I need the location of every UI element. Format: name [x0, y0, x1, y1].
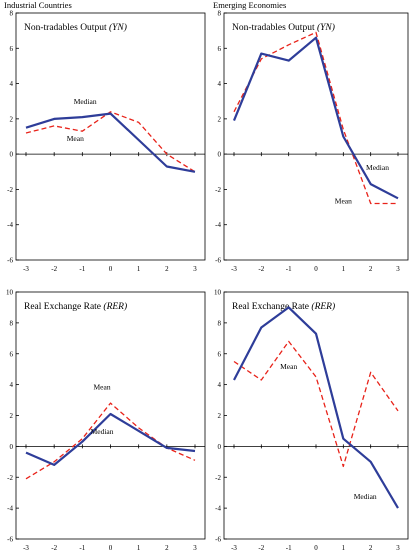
y-tick-label: -6 [7, 257, 13, 265]
y-tick-label: 2 [10, 412, 14, 420]
y-tick-label: 0 [218, 151, 222, 159]
y-tick-label: 0 [218, 443, 222, 451]
annotation-median: Median [91, 427, 114, 436]
y-tick-label: -6 [215, 257, 221, 265]
annotation-median: Median [366, 163, 389, 172]
x-tick-label: 1 [137, 265, 141, 273]
chart-title-symbol: (RER) [311, 301, 335, 312]
chart-title-text: Real Exchange Rate [24, 302, 103, 312]
y-tick-label: 8 [218, 319, 222, 327]
y-tick-label: 4 [218, 80, 222, 88]
series-line-median [25, 112, 196, 173]
y-tick-label: 2 [218, 412, 222, 420]
x-tick-label: -2 [51, 544, 57, 552]
y-tick-label: -4 [215, 505, 221, 513]
series-line-median [25, 412, 196, 466]
x-tick-label: 0 [109, 544, 113, 552]
x-tick-label: -1 [79, 265, 85, 273]
x-tick-label: -1 [286, 265, 292, 273]
chart-title-symbol: (RER) [103, 301, 127, 312]
y-tick-label: 8 [10, 10, 14, 18]
x-tick-label: 1 [342, 544, 346, 552]
x-tick-label: 1 [342, 265, 346, 273]
x-tick-label: -1 [286, 544, 292, 552]
x-tick-label: 0 [314, 544, 318, 552]
x-tick-label: -2 [51, 265, 57, 273]
y-tick-label: 0 [10, 151, 14, 159]
chart-title: Non-tradables Output (YN) [24, 22, 127, 33]
x-tick-label: -2 [258, 265, 264, 273]
x-tick-label: 3 [193, 544, 197, 552]
chart-panel-4: -6 -4 -2 0 2 4 6 8 10 -3 -2 -1 0 1 2 3 Real Exchange Rat… [214, 289, 409, 552]
series-line-mean [233, 340, 399, 468]
y-tick-label: 6 [10, 45, 14, 53]
header-industrial-countries: Industrial Countries [4, 0, 72, 10]
header-emerging-economies: Emerging Economies [213, 0, 287, 10]
plot-frame [223, 291, 409, 540]
chart-panel-1: -6 -4 -2 0 2 4 6 8 -3 -2 -1 0 1 2 3 Non-tradables Outpu… [7, 10, 206, 273]
y-tick-label: 2 [218, 115, 222, 123]
x-tick-label: 2 [369, 265, 373, 273]
annotation-median: Median [354, 492, 377, 501]
y-tick-label: 2 [10, 115, 14, 123]
chart-title-text: Non-tradables Output [232, 23, 317, 33]
y-tick-label: -4 [7, 505, 13, 513]
series-line-median [232, 36, 399, 200]
annotation-mean: Mean [67, 134, 84, 143]
chart-title: Non-tradables Output (YN) [232, 22, 335, 33]
chart-title-symbol: (YN) [109, 22, 127, 33]
y-tick-label: 4 [10, 80, 14, 88]
y-tick-label: -4 [7, 221, 13, 229]
y-tick-label: -2 [215, 474, 221, 482]
x-tick-label: 3 [193, 265, 197, 273]
x-tick-label: 1 [137, 544, 141, 552]
annotation-mean: Mean [280, 362, 297, 371]
x-tick-label: 0 [109, 265, 113, 273]
y-tick-label: 4 [10, 381, 14, 389]
y-tick-label: -4 [215, 221, 221, 229]
y-tick-label: 6 [10, 350, 14, 358]
chart-title-text: Real Exchange Rate [232, 302, 311, 312]
chart-title: Real Exchange Rate (RER) [232, 301, 335, 312]
plot-frame [223, 12, 409, 261]
x-tick-label: -1 [79, 544, 85, 552]
y-tick-label: 8 [10, 319, 14, 327]
y-tick-label: 10 [214, 289, 222, 297]
y-tick-label: 0 [10, 443, 14, 451]
x-tick-label: 2 [165, 544, 169, 552]
annotation-mean: Mean [335, 197, 352, 206]
x-tick-label: 2 [369, 544, 373, 552]
chart-panel-2: -6 -4 -2 0 2 4 6 8 -3 -2 -1 0 1 2 3 Non-tradables Outpu… [215, 10, 409, 273]
y-tick-label: -6 [7, 536, 13, 544]
annotation-mean: Mean [94, 382, 111, 391]
x-tick-label: -3 [23, 544, 29, 552]
chart-title-symbol: (YN) [317, 22, 335, 33]
x-tick-label: -2 [258, 544, 264, 552]
x-tick-label: -3 [231, 265, 237, 273]
series-line-mean [233, 31, 398, 205]
x-tick-label: 0 [314, 265, 318, 273]
y-tick-label: 10 [6, 289, 14, 297]
y-tick-label: -6 [215, 536, 221, 544]
y-tick-label: 4 [218, 381, 222, 389]
chart-panel-3: -6 -4 -2 0 2 4 6 8 10 -3 -2 -1 0 1 2 3 Real Exchange Rat… [6, 289, 206, 552]
annotation-median: Median [74, 97, 97, 106]
x-tick-label: 2 [165, 265, 169, 273]
y-tick-label: 8 [218, 10, 222, 18]
series-line-mean [25, 111, 196, 173]
y-tick-label: -2 [7, 474, 13, 482]
chart-title-text: Non-tradables Output [24, 23, 109, 33]
y-tick-label: -2 [7, 186, 13, 194]
y-tick-label: 6 [218, 350, 222, 358]
x-tick-label: -3 [23, 265, 29, 273]
y-tick-label: -2 [215, 186, 221, 194]
x-tick-label: 3 [396, 544, 400, 552]
chart-title: Real Exchange Rate (RER) [24, 301, 127, 312]
series-line-median [233, 306, 399, 509]
plot-frame [15, 12, 206, 261]
x-tick-label: -3 [231, 544, 237, 552]
x-tick-label: 3 [396, 265, 400, 273]
y-tick-label: 6 [218, 45, 222, 53]
